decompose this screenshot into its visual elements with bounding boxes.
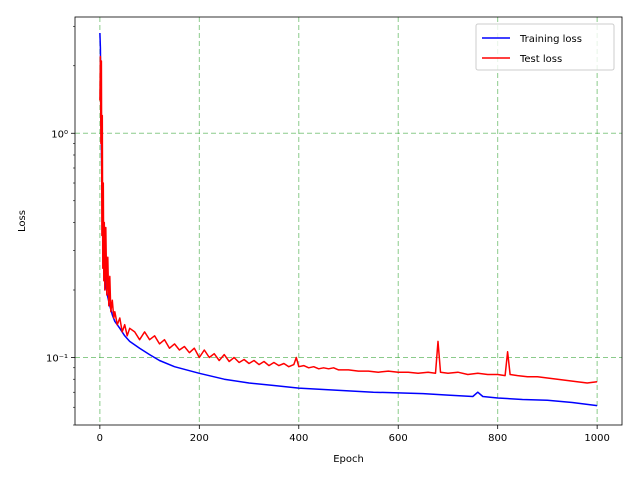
legend-label-training-loss: Training loss: [519, 34, 582, 45]
test-loss-line: [99, 55, 598, 384]
x-tick-label: 800: [488, 433, 507, 444]
x-tick-label: 200: [190, 433, 209, 444]
y-axis-label: Loss: [17, 210, 28, 232]
y-tick-label: 10⁻¹: [46, 353, 68, 364]
series-lines: [99, 32, 598, 407]
x-tick-label: 600: [389, 433, 408, 444]
grid-lines: [75, 17, 622, 425]
x-axis-label: Epoch: [333, 454, 364, 465]
legend: Training loss Test loss: [475, 23, 615, 71]
legend-box: [475, 23, 615, 71]
legend-label-test-loss: Test loss: [519, 54, 562, 65]
axis-ticks: 0 200 400 600 800 1000 10⁻¹ 10⁰: [46, 25, 610, 444]
x-tick-label: 1000: [584, 433, 609, 444]
x-tick-label: 400: [289, 433, 308, 444]
y-tick-label: 10⁰: [51, 129, 68, 140]
plot-frame: [74, 16, 623, 426]
x-tick-label: 0: [97, 433, 103, 444]
training-loss-line: [99, 32, 598, 407]
